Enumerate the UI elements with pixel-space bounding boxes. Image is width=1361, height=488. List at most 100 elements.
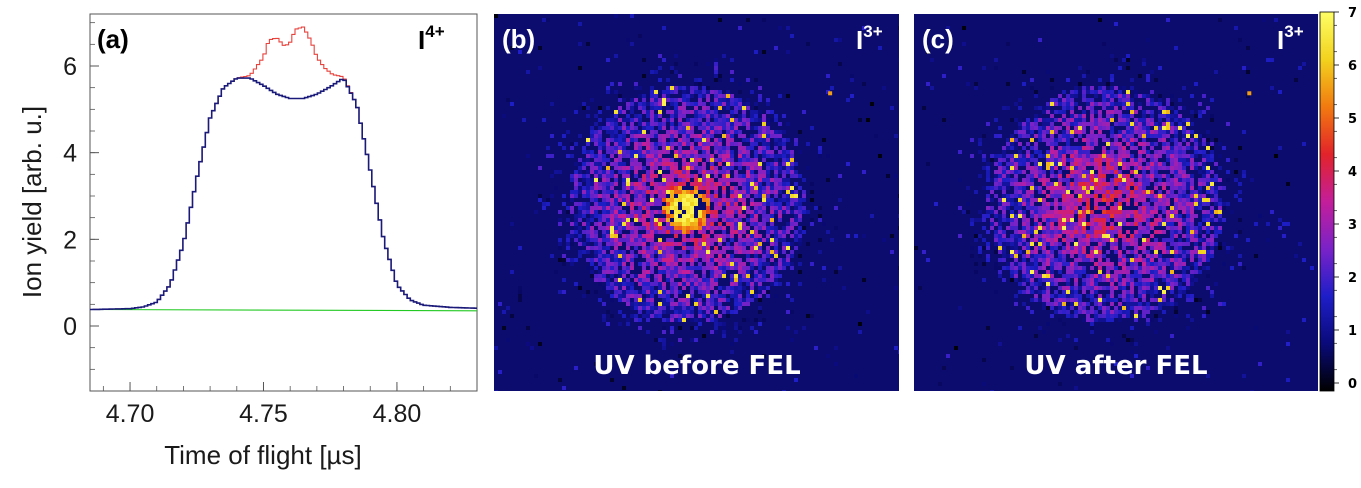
detector-pixel: [818, 206, 822, 210]
detector-pixel: [1210, 226, 1214, 230]
detector-pixel: [970, 218, 974, 222]
detector-pixel: [1022, 302, 1026, 306]
detector-pixel: [1210, 182, 1214, 186]
detector-pixel: [770, 118, 774, 122]
detector-pixel: [706, 94, 710, 98]
detector-pixel: [986, 166, 990, 170]
detector-pixel: [1074, 126, 1078, 130]
detector-pixel: [606, 186, 610, 190]
detector-pixel: [666, 90, 670, 94]
detector-pixel: [722, 102, 726, 106]
detector-pixel: [802, 326, 806, 330]
detector-pixel: [1170, 166, 1174, 170]
detector-pixel: [658, 134, 662, 138]
detector-pixel: [966, 186, 970, 190]
detector-pixel: [638, 242, 642, 246]
detector-pixel: [682, 306, 686, 310]
detector-pixel: [570, 210, 574, 214]
detector-pixel: [654, 186, 658, 190]
detector-pixel: [602, 170, 606, 174]
detector-pixel: [1058, 242, 1062, 246]
detector-pixel: [746, 154, 750, 158]
detector-pixel: [686, 134, 690, 138]
detector-pixel: [722, 246, 726, 250]
detector-pixel: [1178, 150, 1182, 154]
detector-pixel: [674, 166, 678, 170]
detector-pixel: [1090, 162, 1094, 166]
detector-pixel: [1214, 174, 1218, 178]
detector-pixel: [710, 238, 714, 242]
detector-pixel: [1086, 242, 1090, 246]
detector-pixel: [1046, 102, 1050, 106]
detector-pixel: [1070, 150, 1074, 154]
detector-pixel: [658, 294, 662, 298]
detector-pixel: [646, 298, 650, 302]
detector-pixel: [698, 302, 702, 306]
detector-pixel: [774, 146, 778, 150]
detector-pixel: [1166, 118, 1170, 122]
detector-pixel: [694, 146, 698, 150]
detector-pixel: [730, 142, 734, 146]
detector-pixel: [1018, 262, 1022, 266]
detector-pixel: [1130, 262, 1134, 266]
detector-pixel: [1082, 286, 1086, 290]
detector-pixel: [1246, 46, 1250, 50]
detector-pixel: [1178, 142, 1182, 146]
detector-pixel: [1038, 258, 1042, 262]
detector-pixel: [718, 154, 722, 158]
detector-pixel: [702, 226, 706, 230]
detector-pixel: [726, 254, 730, 258]
detector-pixel: [750, 114, 754, 118]
detector-pixel: [1210, 186, 1214, 190]
detector-pixel: [1042, 178, 1046, 182]
detector-pixel: [1094, 278, 1098, 282]
detector-pixel: [1026, 202, 1030, 206]
detector-pixel: [1010, 274, 1014, 278]
detector-pixel: [1026, 178, 1030, 182]
detector-pixel: [1014, 166, 1018, 170]
detector-pixel: [1158, 162, 1162, 166]
detector-pixel: [714, 66, 718, 70]
detector-pixel: [786, 154, 790, 158]
detector-pixel: [1018, 190, 1022, 194]
detector-pixel: [1138, 258, 1142, 262]
detector-pixel: [658, 110, 662, 114]
detector-pixel: [1182, 218, 1186, 222]
detector-pixel: [726, 290, 730, 294]
detector-pixel: [754, 106, 758, 110]
detector-pixel: [1106, 166, 1110, 170]
detector-pixel: [650, 218, 654, 222]
detector-pixel: [1030, 174, 1034, 178]
detector-pixel: [1010, 222, 1014, 226]
detector-pixel: [738, 282, 742, 286]
detector-pixel: [638, 150, 642, 154]
detector-pixel: [606, 258, 610, 262]
detector-pixel: [1098, 294, 1102, 298]
detector-pixel: [1046, 202, 1050, 206]
detector-pixel: [706, 314, 710, 318]
detector-pixel: [658, 102, 662, 106]
detector-pixel: [670, 266, 674, 270]
detector-pixel: [998, 250, 1002, 254]
detector-pixel: [614, 198, 618, 202]
detector-pixel: [762, 226, 766, 230]
detector-pixel: [782, 138, 786, 142]
detector-pixel: [1094, 226, 1098, 230]
detector-pixel: [1178, 230, 1182, 234]
detector-pixel: [614, 166, 618, 170]
detector-pixel: [1146, 94, 1150, 98]
detector-pixel: [1182, 130, 1186, 134]
detector-pixel: [766, 262, 770, 266]
detector-pixel: [1210, 98, 1214, 102]
detector-pixel: [634, 114, 638, 118]
detector-pixel: [1142, 170, 1146, 174]
detector-pixel: [1162, 150, 1166, 154]
detector-pixel: [1138, 290, 1142, 294]
detector-pixel: [634, 150, 638, 154]
detector-pixel: [638, 326, 642, 330]
detector-pixel: [1014, 130, 1018, 134]
detector-pixel: [722, 54, 726, 58]
detector-pixel: [730, 134, 734, 138]
detector-pixel: [582, 158, 586, 162]
detector-pixel: [986, 178, 990, 182]
